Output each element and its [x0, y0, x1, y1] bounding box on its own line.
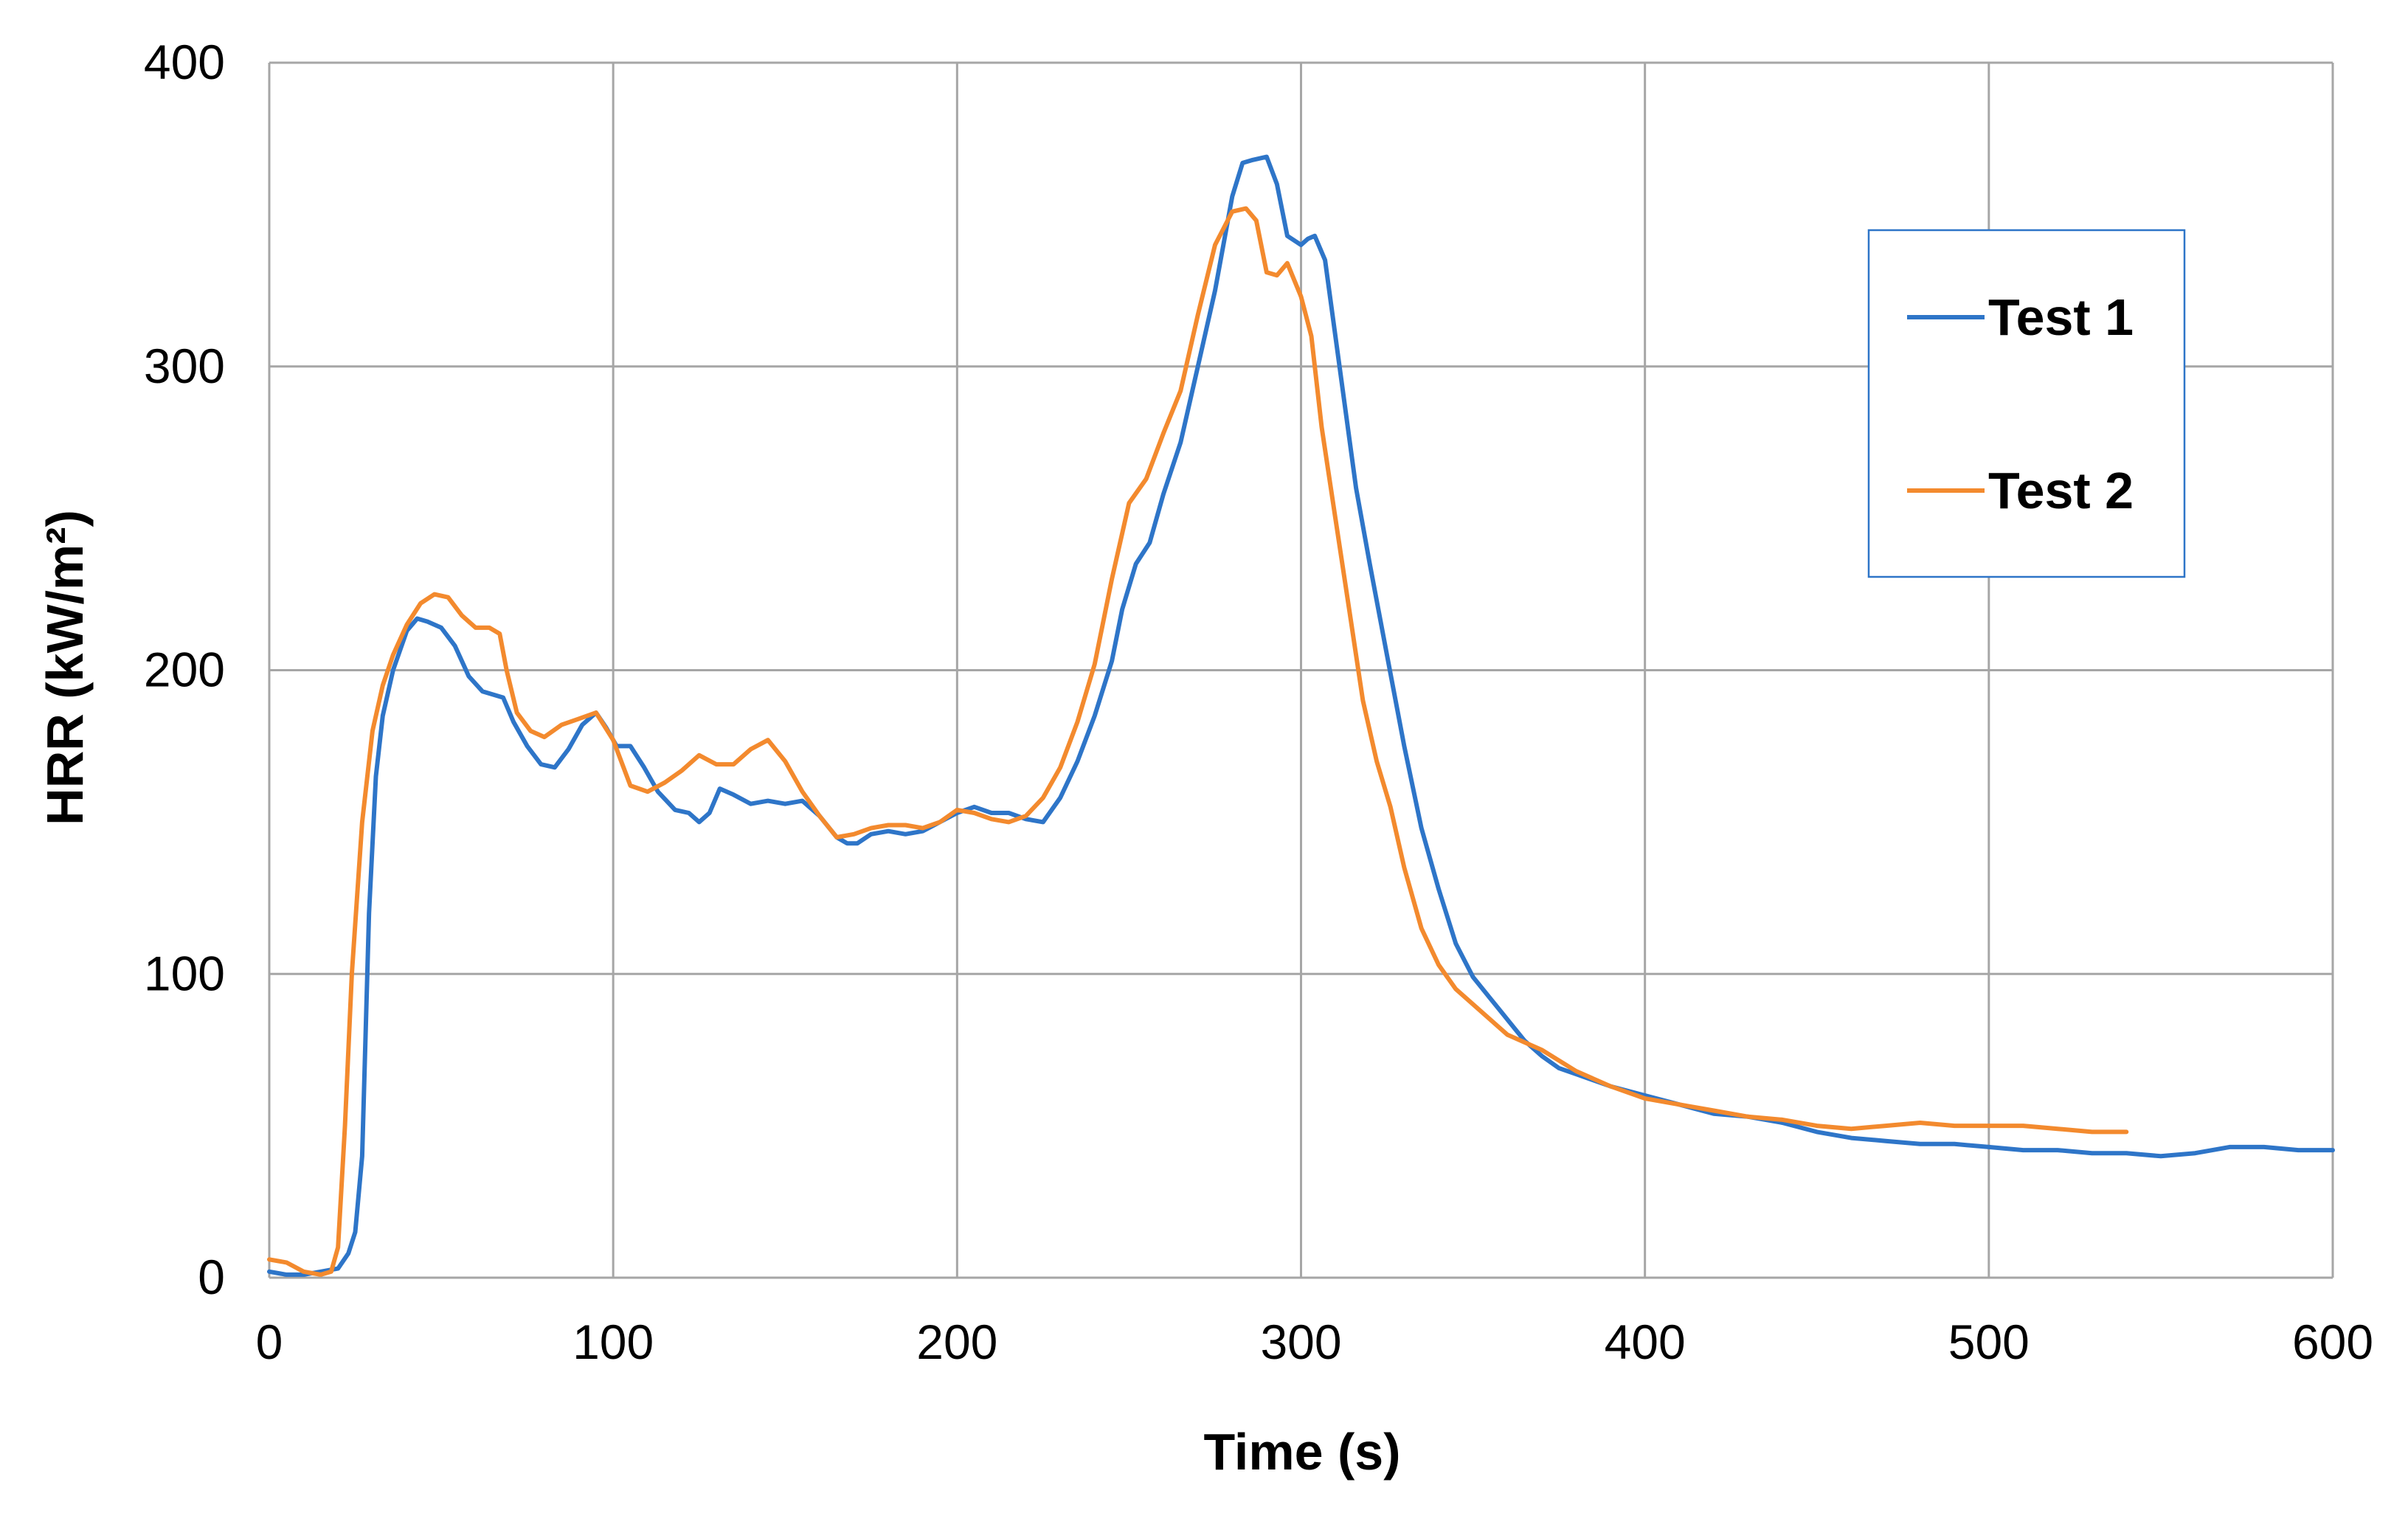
series-line-test-2 — [267, 206, 2129, 1277]
legend-box — [1867, 229, 2186, 578]
y-tick-label: 200 — [144, 643, 225, 697]
y-axis-title: HRR (kW/m²) — [36, 510, 94, 825]
x-tick-label: 300 — [1260, 1315, 1341, 1369]
x-tick-label: 400 — [1605, 1315, 1686, 1369]
y-tick-label: 100 — [144, 946, 225, 1000]
x-tick-label: 0 — [256, 1315, 283, 1369]
x-tick-label: 200 — [916, 1315, 997, 1369]
x-axis-title: Time (s) — [1203, 1423, 1400, 1481]
legend-label-test-1: Test 1 — [1988, 288, 2134, 346]
y-tick-label: 300 — [144, 339, 225, 393]
y-tick-label: 0 — [198, 1250, 225, 1304]
x-tick-label: 600 — [2292, 1315, 2373, 1369]
x-tick-label: 100 — [572, 1315, 654, 1369]
legend-label-test-2: Test 2 — [1988, 462, 2134, 519]
tick-labels: 0 100 200 300 400 0 100 200 300 400 500 600 — [144, 35, 2373, 1369]
legend: Test 1 Test 2 — [1867, 229, 2186, 578]
series-lines — [267, 154, 2335, 1277]
x-tick-label: 500 — [1948, 1315, 2030, 1369]
y-tick-label: 400 — [144, 35, 225, 89]
